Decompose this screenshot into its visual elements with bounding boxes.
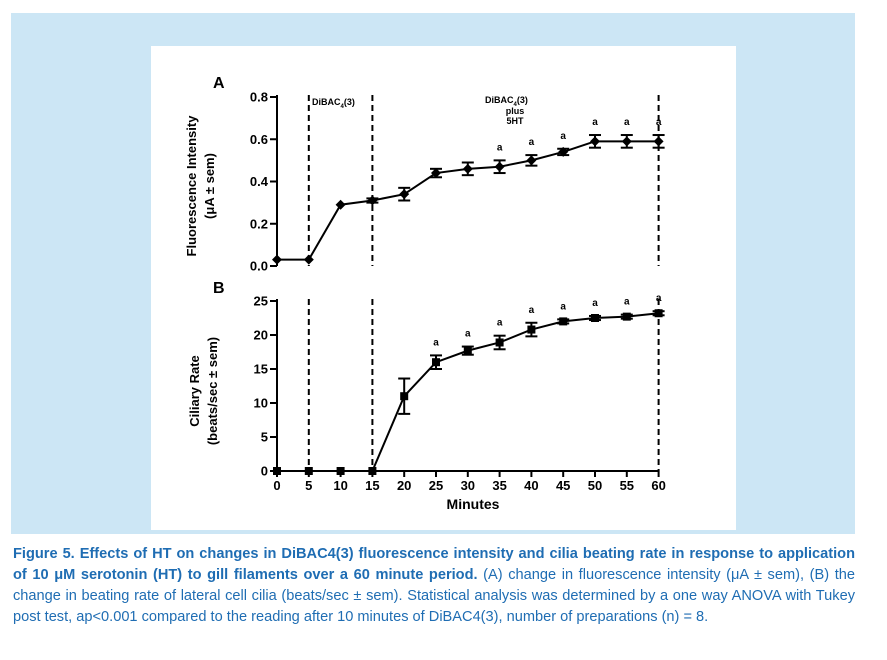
panel-b-significance-marker: a: [592, 298, 598, 309]
x-axis-label: Minutes: [447, 496, 500, 512]
panel-b-y-tick-label: 5: [261, 430, 268, 445]
panel-a-data-point: [653, 136, 664, 147]
dibac-subscript: 4: [341, 104, 345, 110]
x-tick-label: 45: [556, 478, 570, 493]
panel-b-y-tick-label: 10: [254, 396, 268, 411]
x-tick-label: 60: [651, 478, 665, 493]
panel-b-significance-marker: a: [529, 305, 535, 316]
x-tick-label: 55: [620, 478, 634, 493]
x-tick-label: 15: [365, 478, 379, 493]
chart-svg: A Fluorescence Intensity (μA ± sem) DiBA…: [184, 75, 666, 512]
panel-a-significance-marker: a: [624, 117, 630, 128]
figure-caption: Figure 5. Effects of HT on changes in Di…: [13, 544, 855, 628]
panel-a-dibac-label: DiBAC4(3): [312, 97, 355, 110]
panel-a-significance-marker: a: [656, 117, 662, 128]
x-tick-label: 50: [588, 478, 602, 493]
panel-b-significance-marker: a: [656, 293, 662, 304]
panel-a-data-point: [367, 195, 378, 206]
panel-a-significance-marker: a: [529, 137, 535, 148]
caption-title: Figure 5. Effects of HT on changes in Di…: [13, 546, 855, 583]
panel-a-plus-label-2: plus: [506, 106, 525, 116]
panel-b-significance-marker: a: [624, 297, 630, 308]
panel-b-data-point: [495, 338, 504, 347]
panel-a-data-point: [431, 168, 441, 179]
panel-b-data-point: [527, 325, 536, 334]
panel-a-data-point: [590, 136, 600, 147]
panel-a-data-point: [526, 155, 537, 166]
panel-b-y-tick-label: 20: [254, 328, 268, 343]
panel-b-data-point: [591, 314, 599, 322]
x-tick-label: 10: [333, 478, 347, 493]
panel-a-y-tick-label: 0.4: [250, 174, 269, 189]
x-tick-label: 35: [492, 478, 506, 493]
panel-b-y-tick-label: 15: [254, 362, 268, 377]
panel-a-data-point: [494, 161, 505, 172]
caption-body: (A) change in fluorescence intensity (μA…: [13, 567, 855, 625]
dibac-text: DiBAC: [312, 97, 341, 107]
panel-a-data-point: [462, 163, 473, 174]
dibac-tail: (3): [344, 97, 355, 107]
panel-b-data-point: [559, 317, 568, 326]
panel-b-letter: B: [213, 280, 225, 297]
panel-b-significance-marker: a: [560, 301, 566, 312]
panel-a-significance-marker: a: [560, 131, 566, 142]
x-tick-label: 30: [461, 478, 475, 493]
panel-a-ylabel: Fluorescence Intensity: [184, 115, 199, 257]
plot-area: A Fluorescence Intensity (μA ± sem) DiBA…: [151, 46, 736, 530]
panel-a-plus-label-3: 5HT: [506, 116, 524, 126]
x-tick-label: 40: [524, 478, 538, 493]
panel-b-y-tick-label: 25: [254, 294, 268, 309]
panel-b-y-tick-label: 0: [261, 464, 268, 479]
panel-a-y-tick-label: 0.2: [250, 216, 268, 231]
panel-a-y-tick-label: 0.0: [250, 259, 268, 274]
chart-marks: 0.0 0.2 0.4 0.6 0.8 a a a a a a 0 5 10 15 20 25 a a a a a a a a 0…: [250, 90, 666, 494]
x-tick-label: 25: [429, 478, 443, 493]
panel-b-data-point: [622, 312, 631, 321]
panel-a-data-point: [272, 254, 282, 265]
panel-b-data-point: [463, 346, 472, 355]
panel-b-significance-marker: a: [497, 318, 503, 329]
panel-a-y-tick-label: 0.8: [250, 90, 268, 105]
panel-b-ylabel2: (beats/sec ± sem): [205, 337, 220, 445]
panel-a-letter: A: [213, 75, 225, 92]
panel-a-plus-label-1: DiBAC4(3): [485, 95, 528, 108]
panel-a-data-point: [335, 199, 346, 210]
panel-b-data-point: [654, 309, 663, 318]
panel-b-data-point: [400, 392, 409, 401]
panel-a-data-point: [621, 136, 632, 147]
figure-panel: A Fluorescence Intensity (μA ± sem) DiBA…: [11, 13, 855, 534]
panel-b-significance-marker: a: [433, 337, 439, 348]
panel-a-significance-marker: a: [592, 117, 598, 128]
x-tick-label: 20: [397, 478, 411, 493]
panel-a-y-tick-label: 0.6: [250, 132, 268, 147]
panel-a-data-point: [558, 146, 569, 157]
panel-a-data-point: [303, 254, 314, 265]
panel-a-data-point: [399, 189, 410, 200]
panel-b-data-point: [432, 358, 440, 367]
panel-a-significance-marker: a: [497, 142, 503, 153]
x-tick-label: 0: [273, 478, 280, 493]
panel-b-ylabel: Ciliary Rate: [187, 355, 202, 427]
panel-a-series-line: [277, 140, 659, 261]
panel-b-significance-marker: a: [465, 329, 471, 340]
x-tick-label: 5: [305, 478, 312, 493]
panel-a-ylabel2: (μA ± sem): [202, 153, 217, 219]
